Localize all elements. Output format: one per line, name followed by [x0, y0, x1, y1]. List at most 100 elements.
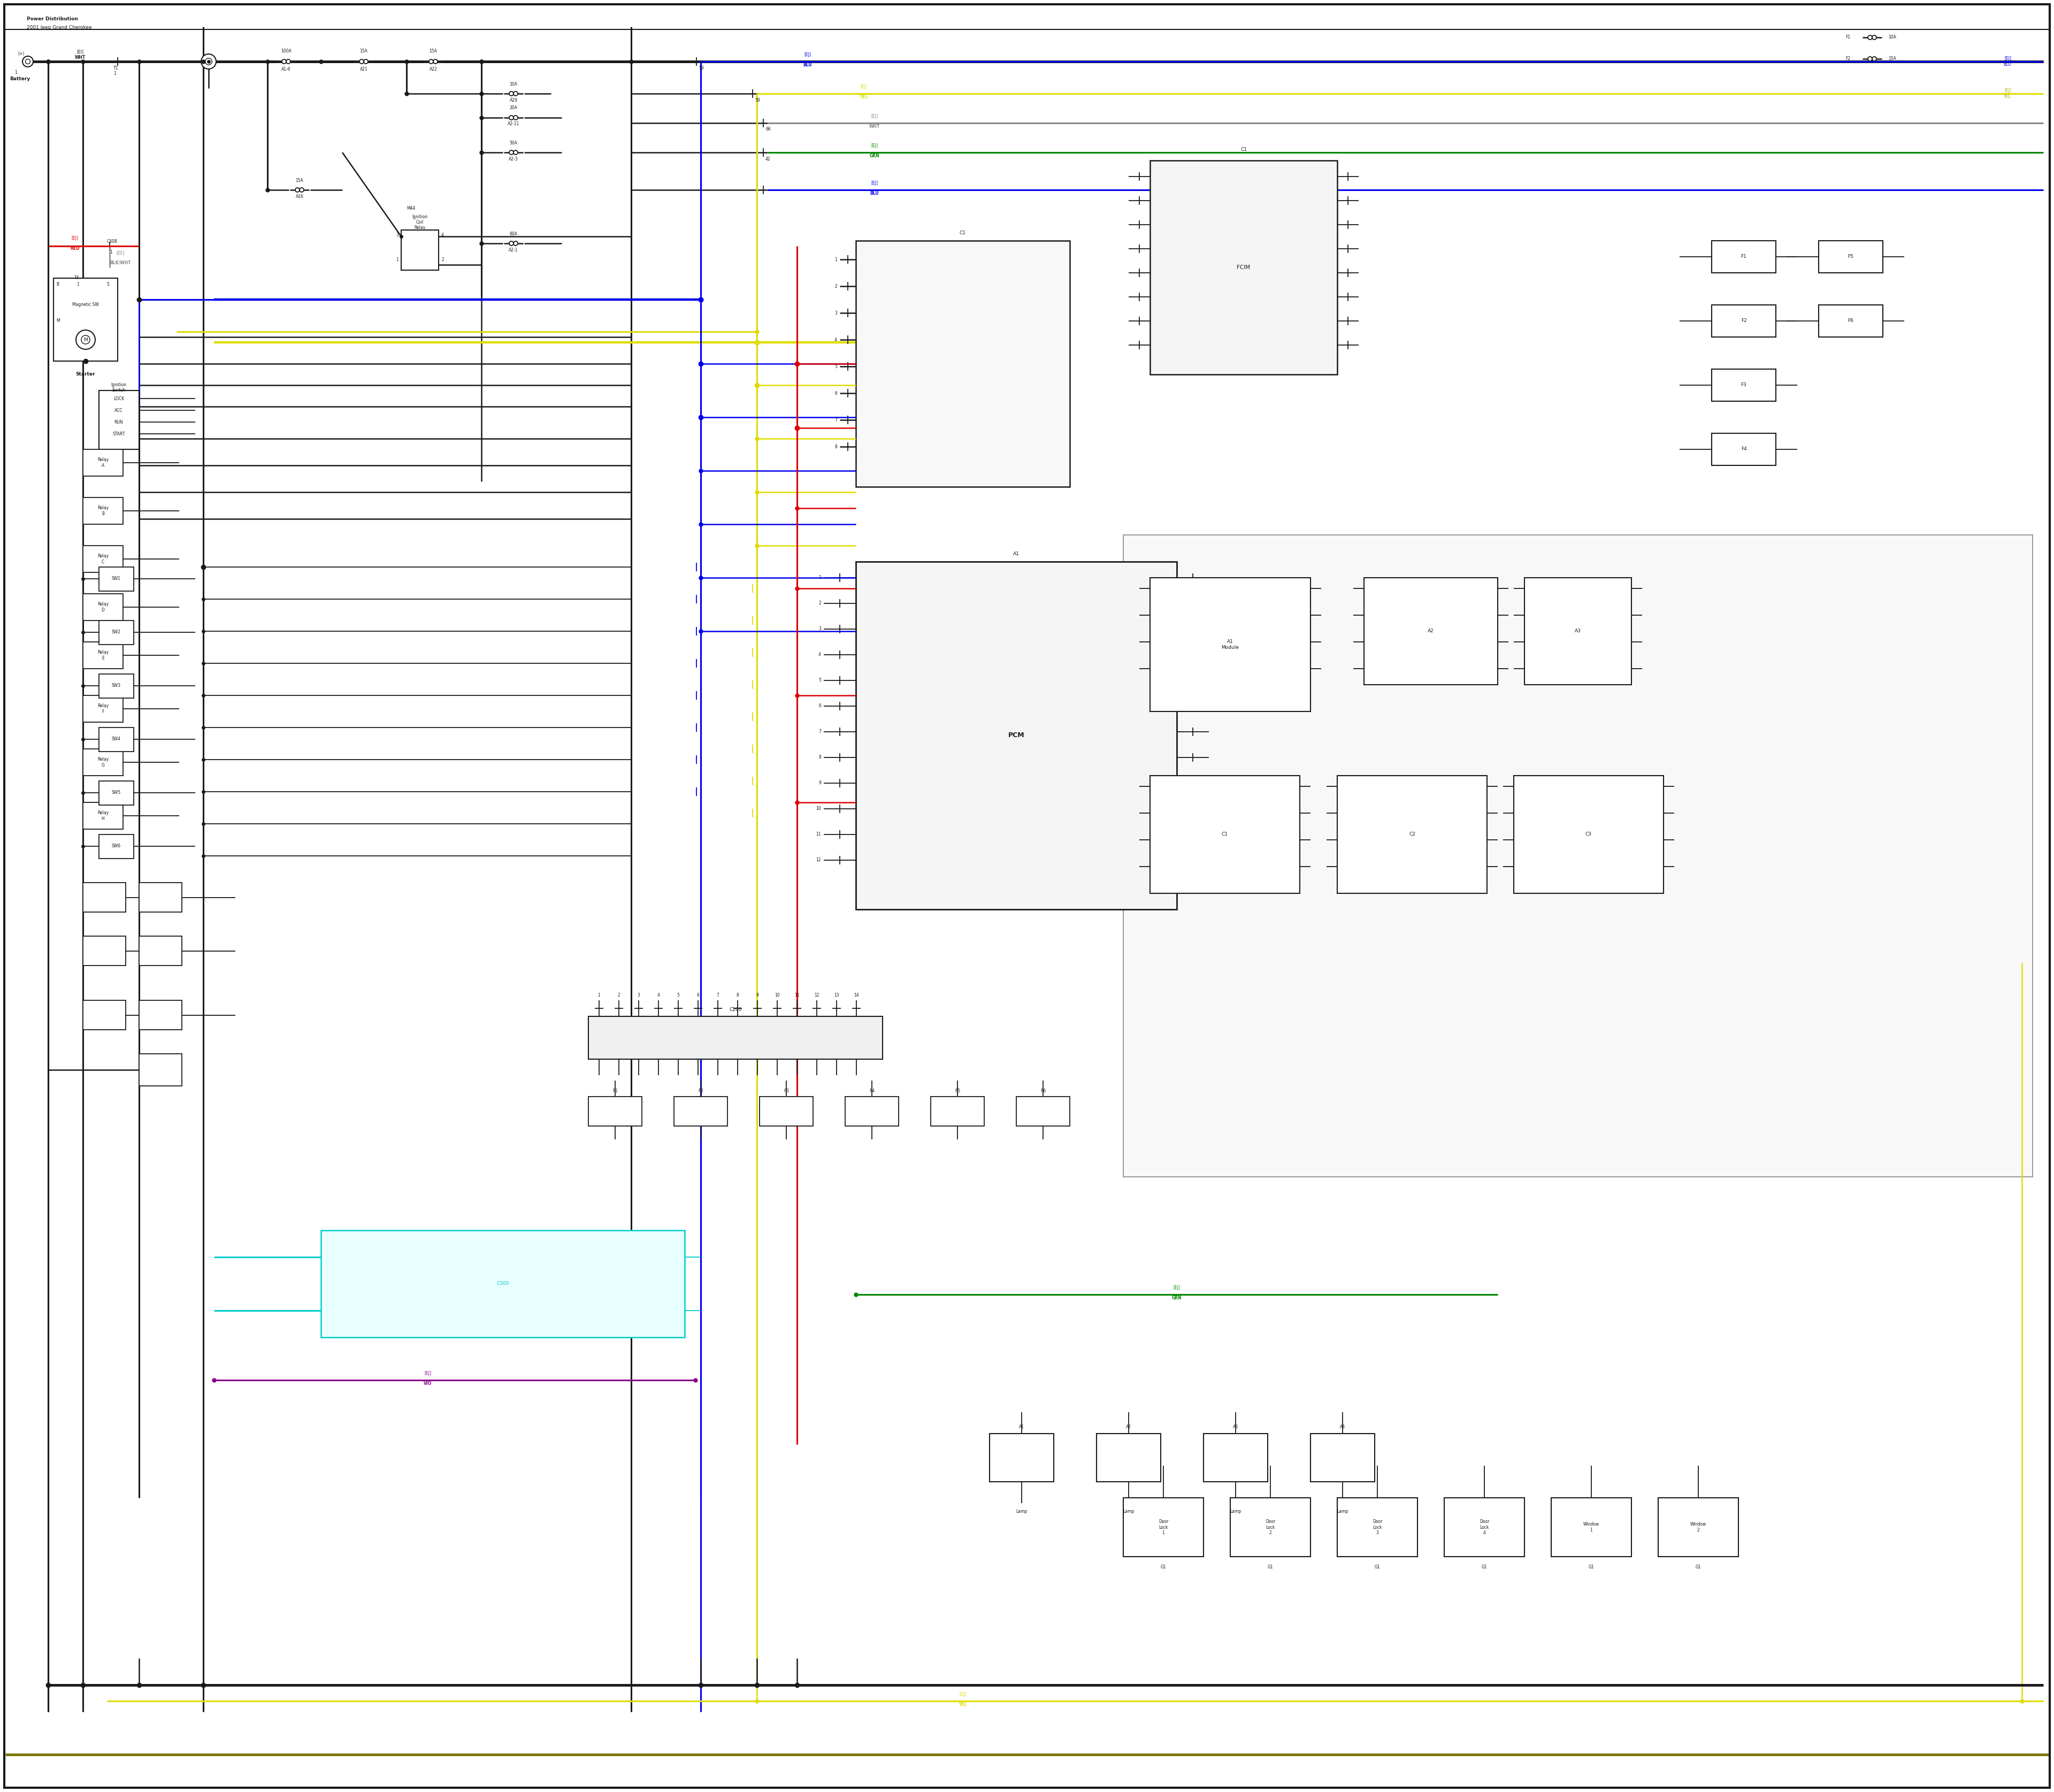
Text: 7: 7	[717, 993, 719, 998]
Text: A29: A29	[509, 97, 518, 102]
Text: WHT: WHT	[74, 56, 86, 59]
Text: BLU: BLU	[871, 192, 879, 195]
Bar	[1364, 577, 1497, 685]
Text: 7: 7	[834, 418, 838, 423]
Text: 15A: 15A	[1888, 56, 1896, 61]
Text: C1: C1	[1222, 831, 1228, 837]
Text: 3: 3	[396, 233, 398, 238]
Text: Relay
D: Relay D	[97, 602, 109, 613]
Text: 1: 1	[834, 256, 838, 262]
Text: A16: A16	[296, 194, 304, 199]
Bar	[930, 1097, 984, 1125]
Text: Relay
A: Relay A	[97, 457, 109, 468]
Text: R5: R5	[955, 1090, 959, 1093]
Bar	[1658, 1498, 1738, 1557]
Text: R3: R3	[783, 1090, 789, 1093]
Circle shape	[82, 335, 90, 344]
Bar	[140, 935, 183, 966]
Bar	[760, 1097, 813, 1125]
Text: G1: G1	[1695, 1564, 1701, 1570]
Bar	[1818, 240, 1884, 272]
Text: F1: F1	[1844, 36, 1851, 39]
Circle shape	[1867, 57, 1871, 61]
Bar	[857, 561, 1177, 909]
Bar	[82, 935, 125, 966]
Text: Magnetic SW: Magnetic SW	[72, 303, 99, 306]
Bar	[140, 1000, 183, 1030]
Text: M: M	[84, 337, 88, 342]
Text: F6: F6	[1849, 319, 1853, 323]
Circle shape	[364, 59, 368, 65]
Text: A4: A4	[1339, 1425, 1345, 1430]
Text: R4: R4	[869, 1090, 875, 1093]
Text: F1: F1	[1742, 254, 1746, 260]
Text: G1: G1	[1161, 1564, 1167, 1570]
Circle shape	[514, 151, 518, 154]
Text: A21: A21	[359, 66, 368, 72]
Text: 6: 6	[817, 704, 822, 708]
Text: [EJ]: [EJ]	[425, 1371, 431, 1376]
Text: BLU: BLU	[803, 63, 811, 68]
Text: 42: 42	[766, 156, 770, 161]
Circle shape	[76, 330, 94, 349]
Text: [EE]: [EE]	[117, 251, 125, 254]
Circle shape	[509, 115, 514, 120]
Text: Door
Lock
2: Door Lock 2	[1265, 1520, 1276, 1536]
Circle shape	[514, 242, 518, 246]
Bar	[1230, 1498, 1310, 1557]
Text: Power Distribution: Power Distribution	[27, 16, 78, 22]
Circle shape	[201, 54, 216, 70]
Text: A2-11: A2-11	[507, 122, 520, 127]
Text: Relay
E: Relay E	[97, 650, 109, 661]
Text: [EI]: [EI]	[76, 50, 84, 54]
Text: Switch: Switch	[113, 387, 125, 392]
Text: 1: 1	[396, 256, 398, 262]
Circle shape	[296, 188, 300, 192]
Text: S: S	[107, 281, 109, 287]
Text: 59: 59	[754, 97, 760, 102]
Circle shape	[359, 59, 364, 65]
Circle shape	[429, 59, 433, 65]
Text: 2: 2	[442, 256, 444, 262]
Text: 6: 6	[834, 391, 838, 396]
Text: Coil: Coil	[417, 220, 423, 224]
Text: 5: 5	[678, 993, 680, 998]
Bar	[1444, 1498, 1524, 1557]
Text: 1: 1	[598, 993, 600, 998]
Text: [EJ]: [EJ]	[959, 1692, 965, 1697]
Text: 2: 2	[618, 993, 620, 998]
Bar	[1524, 577, 1631, 685]
Text: 12: 12	[813, 993, 820, 998]
Bar	[587, 1097, 641, 1125]
Text: A2: A2	[1428, 629, 1434, 634]
Bar	[99, 674, 134, 699]
Text: [EJ]: [EJ]	[1173, 1285, 1181, 1290]
Text: A3: A3	[1232, 1425, 1239, 1430]
Text: G1: G1	[1374, 1564, 1380, 1570]
Text: Lamp: Lamp	[1337, 1509, 1347, 1514]
Circle shape	[281, 59, 286, 65]
Text: SW4: SW4	[111, 737, 121, 742]
Text: 8: 8	[735, 993, 739, 998]
Text: 14: 14	[854, 993, 859, 998]
Bar	[82, 642, 123, 668]
Text: [EJ]: [EJ]	[72, 237, 78, 240]
Text: 50A: 50A	[509, 140, 518, 145]
Bar	[1514, 776, 1664, 894]
Text: 3: 3	[637, 993, 641, 998]
Text: 9: 9	[756, 993, 758, 998]
Text: 59: 59	[698, 66, 705, 70]
Text: 1: 1	[820, 575, 822, 581]
Text: G1: G1	[1588, 1564, 1594, 1570]
Text: SW6: SW6	[111, 844, 121, 849]
Text: A2-1: A2-1	[509, 247, 518, 253]
Text: A1: A1	[1013, 552, 1019, 556]
Text: C200: C200	[729, 1007, 741, 1012]
Text: RUN: RUN	[115, 419, 123, 425]
Text: 6: 6	[696, 993, 698, 998]
Text: F2: F2	[1742, 319, 1746, 323]
Circle shape	[433, 59, 438, 65]
Text: 10: 10	[774, 993, 781, 998]
Text: Starter: Starter	[76, 373, 94, 376]
Bar	[140, 1054, 183, 1086]
